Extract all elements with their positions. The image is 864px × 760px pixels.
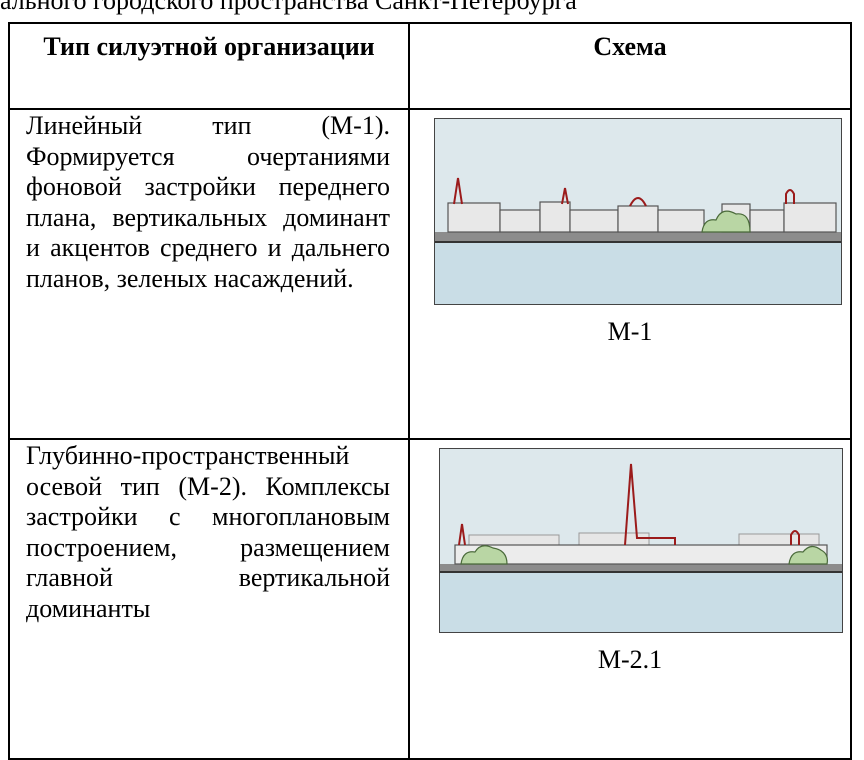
scheme-label: М-2.1 bbox=[597, 645, 663, 674]
cell: М-2.1 bbox=[408, 438, 852, 760]
scheme-label: М-1 bbox=[607, 317, 653, 346]
row: Глубинно-пространственный осевой тип (М-… bbox=[8, 438, 852, 760]
scheme-image bbox=[434, 118, 842, 305]
header-row: Тип силуэтной организации Схема bbox=[8, 22, 852, 110]
description: Глубинно-пространственный осевой тип (М-… bbox=[26, 441, 390, 623]
description: Линейный тип (М-1). Формируется очертани… bbox=[26, 111, 390, 293]
cell: Глубинно-пространственный осевой тип (М-… bbox=[8, 438, 410, 760]
cell: Линейный тип (М-1). Формируется очертани… bbox=[8, 108, 410, 440]
header-cell: Тип силуэтной организации bbox=[8, 22, 410, 110]
caption-fragment: ального городского пространства Санкт-Пе… bbox=[0, 0, 577, 15]
scheme-image bbox=[439, 448, 843, 633]
row: Линейный тип (М-1). Формируется очертани… bbox=[8, 108, 852, 440]
table: Тип силуэтной организации Схема Линейный… bbox=[8, 22, 852, 760]
cell: М-1 bbox=[408, 108, 852, 440]
header-cell: Схема bbox=[408, 22, 852, 110]
